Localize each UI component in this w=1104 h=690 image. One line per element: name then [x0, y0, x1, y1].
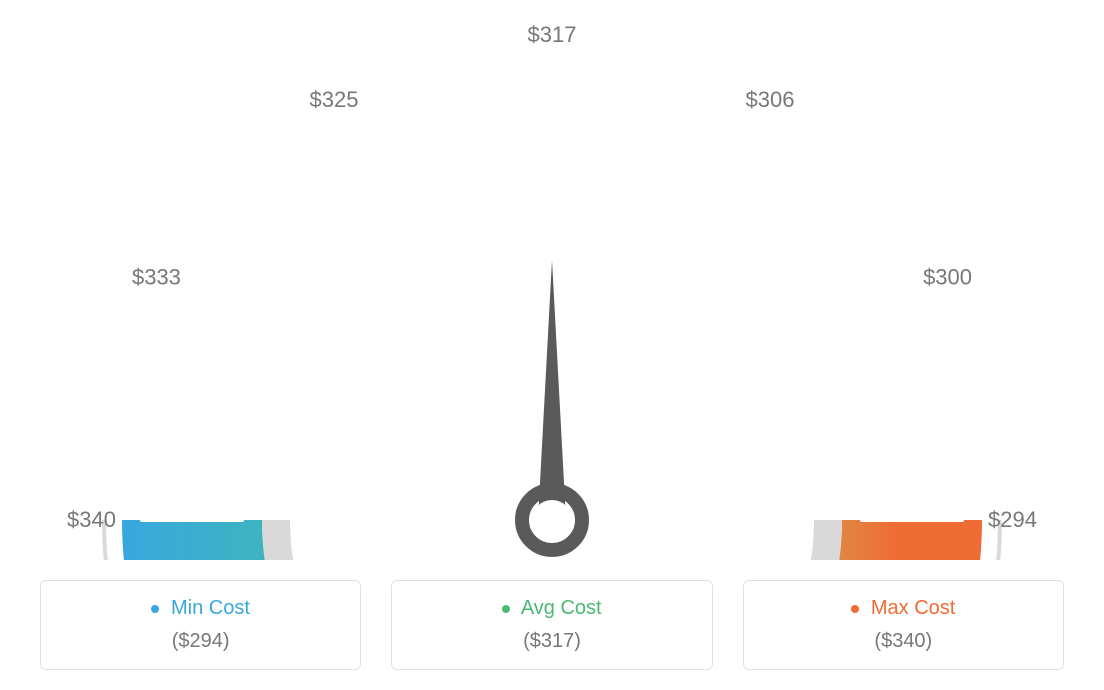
- legend-card-avg: Avg Cost ($317): [391, 580, 712, 670]
- gauge-tick-label: $294: [988, 507, 1037, 532]
- legend-card-min: Min Cost ($294): [40, 580, 361, 670]
- gauge-chart: $294 $300 $306 $317 $325 $333 $340: [0, 0, 1104, 560]
- gauge-tick-label: $317: [528, 22, 577, 47]
- gauge-tick-label: $306: [746, 87, 795, 112]
- legend-label-max-text: Max Cost: [871, 597, 955, 619]
- legend-dot-avg: [502, 605, 510, 613]
- legend-value-min: ($294): [53, 630, 348, 653]
- legend-label-avg-text: Avg Cost: [521, 597, 602, 619]
- legend-value-max: ($340): [756, 630, 1051, 653]
- gauge-tick-label: $325: [310, 87, 359, 112]
- legend-dot-max: [851, 605, 859, 613]
- gauge-tick-label: $340: [67, 507, 116, 532]
- gauge-needle: [538, 260, 566, 520]
- legend-label-avg: Avg Cost: [404, 597, 699, 620]
- gauge-svg: $294 $300 $306 $317 $325 $333 $340: [0, 0, 1104, 560]
- legend-label-min-text: Min Cost: [171, 597, 250, 619]
- gauge-tick-label: $300: [923, 265, 972, 290]
- legend-label-max: Max Cost: [756, 597, 1051, 620]
- legend-label-min: Min Cost: [53, 597, 348, 620]
- legend-value-avg: ($317): [404, 630, 699, 653]
- legend-dot-min: [151, 605, 159, 613]
- gauge-tick-label: $333: [132, 265, 181, 290]
- legend-card-max: Max Cost ($340): [743, 580, 1064, 670]
- legend-row: Min Cost ($294) Avg Cost ($317) Max Cost…: [0, 580, 1104, 670]
